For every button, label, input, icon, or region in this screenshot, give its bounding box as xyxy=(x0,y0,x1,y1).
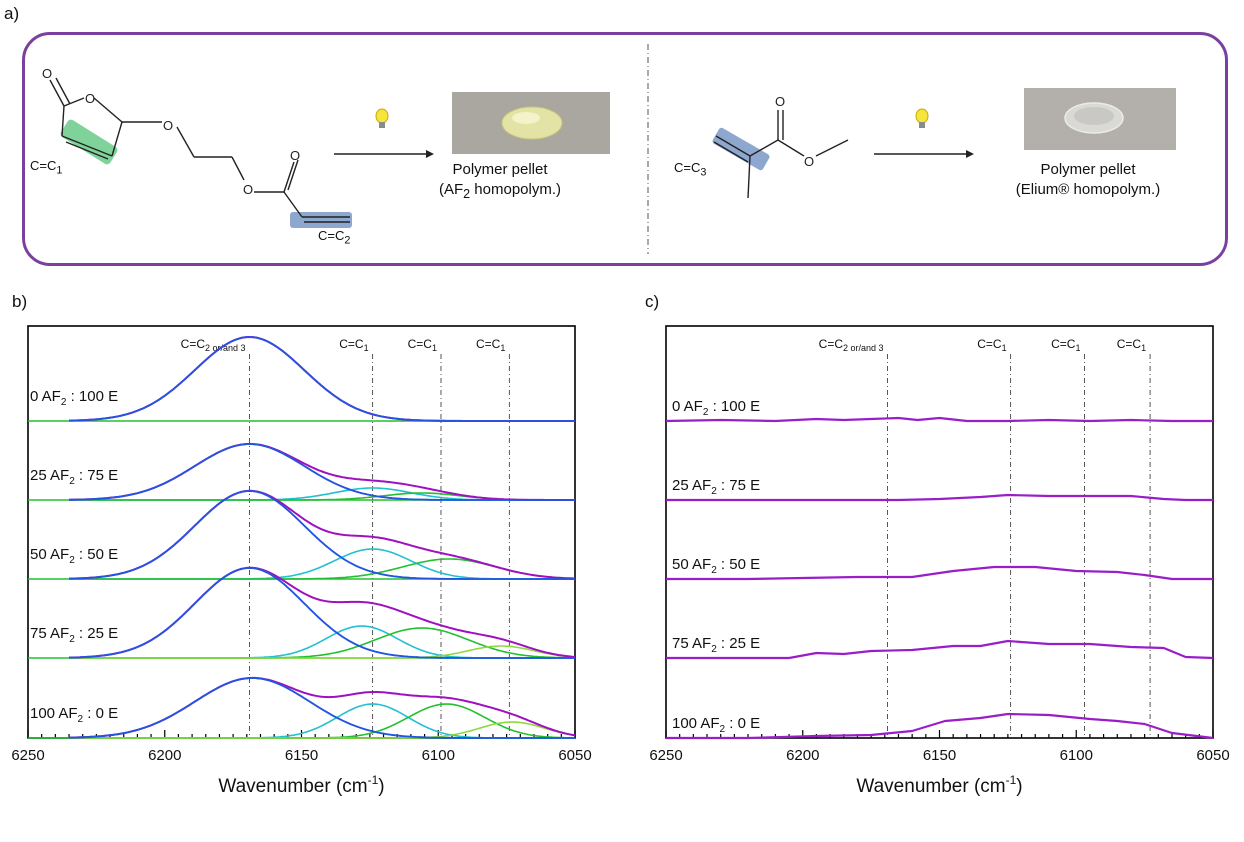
sample-label-1: 25 AF2 : 75 E xyxy=(30,467,118,487)
svg-text:O: O xyxy=(163,118,173,133)
peak-label-3: C=C1 xyxy=(1117,337,1146,353)
sample-label-0: 0 AF2 : 100 E xyxy=(672,398,760,418)
main-peak-2 xyxy=(69,490,575,580)
main-peak-0 xyxy=(69,336,575,422)
light-bulb-icon-1 xyxy=(375,108,389,128)
sample-label-0: 0 AF2 : 100 E xyxy=(30,388,118,408)
pellet-caption-elium: Polymer pellet (Elium® homopolym.) xyxy=(1015,161,1161,198)
svg-text:O: O xyxy=(775,94,785,109)
difference-line-2 xyxy=(666,565,1213,581)
reaction-scheme-box xyxy=(22,32,1228,266)
c3-highlight xyxy=(712,127,770,171)
main-peak-1 xyxy=(68,443,575,501)
peak-label-0: C=C2 or/and 3 xyxy=(819,337,884,353)
difference-line-0 xyxy=(665,416,1213,423)
x-tick-label: 6050 xyxy=(1196,747,1229,764)
panel-label-a: a) xyxy=(4,4,20,23)
svg-text:O: O xyxy=(804,154,814,169)
difference-line-4 xyxy=(666,712,1214,740)
sample-label-3: 75 AF2 : 25 E xyxy=(30,625,118,645)
af2-structure xyxy=(49,77,350,223)
difference-line-3 xyxy=(666,639,1214,660)
x-axis-title: Wavenumber (cm-1) xyxy=(218,773,384,797)
plot-frame xyxy=(665,325,1214,739)
light-bulb-icon-2 xyxy=(915,108,929,128)
component-peak-3-1 xyxy=(69,625,575,659)
difference-line-1 xyxy=(666,493,1213,502)
chart-c: C=C2 or/and 3 C=C1 C=C1 C=C1 6250 6200 6150 610… xyxy=(649,325,1230,797)
pellet-caption-af2: Polymer pellet (AF2 homopolym.) xyxy=(439,161,561,201)
svg-text:O: O xyxy=(290,148,300,163)
x-tick-label: 6150 xyxy=(923,747,956,764)
sample-label-3: 75 AF2 : 25 E xyxy=(672,635,760,655)
panel-label-b: b) xyxy=(12,292,28,311)
main-peak-3 xyxy=(68,567,575,659)
sample-label-2: 50 AF2 : 50 E xyxy=(672,556,760,576)
component-peak-4-0 xyxy=(69,677,575,739)
x-tick-label: 6150 xyxy=(285,747,318,764)
svg-text:O: O xyxy=(85,91,95,106)
label-c2: C=C2 xyxy=(318,228,351,247)
peak-label-2: C=C1 xyxy=(408,337,437,353)
component-peak-2-2 xyxy=(69,558,576,580)
x-tick-label: 6250 xyxy=(11,747,44,764)
sample-label-2: 50 AF2 : 50 E xyxy=(30,546,118,566)
envelope-4 xyxy=(69,676,576,739)
panel-label-c: c) xyxy=(645,292,660,311)
elium-structure xyxy=(713,110,849,199)
label-c3: C=C3 xyxy=(674,160,707,179)
x-axis-title: Wavenumber (cm-1) xyxy=(856,773,1022,797)
reaction-scheme: O O O O O O O xyxy=(42,44,1176,254)
svg-text:O: O xyxy=(243,182,253,197)
sample-label-1: 25 AF2 : 75 E xyxy=(672,477,760,497)
main-peak-4 xyxy=(69,677,575,739)
peak-label-1: C=C1 xyxy=(339,337,368,353)
x-tick-label: 6100 xyxy=(422,747,455,764)
c2-highlight xyxy=(290,212,352,228)
component-peak-3-3 xyxy=(69,645,576,659)
x-tick-label: 6200 xyxy=(148,747,181,764)
sample-label-4: 100 AF2 : 0 E xyxy=(672,715,760,735)
peak-label-2: C=C1 xyxy=(1051,337,1080,353)
peak-label-3: C=C1 xyxy=(476,337,505,353)
sample-label-4: 100 AF2 : 0 E xyxy=(30,705,118,725)
peak-label-1: C=C1 xyxy=(977,337,1006,353)
x-tick-label: 6250 xyxy=(649,747,682,764)
c1-highlight xyxy=(60,119,118,165)
component-peak-4-3 xyxy=(69,721,576,739)
x-tick-label: 6200 xyxy=(786,747,819,764)
svg-text:O: O xyxy=(42,66,52,81)
x-tick-label: 6100 xyxy=(1060,747,1093,764)
label-c1: C=C1 xyxy=(30,158,63,177)
x-tick-label: 6050 xyxy=(558,747,591,764)
